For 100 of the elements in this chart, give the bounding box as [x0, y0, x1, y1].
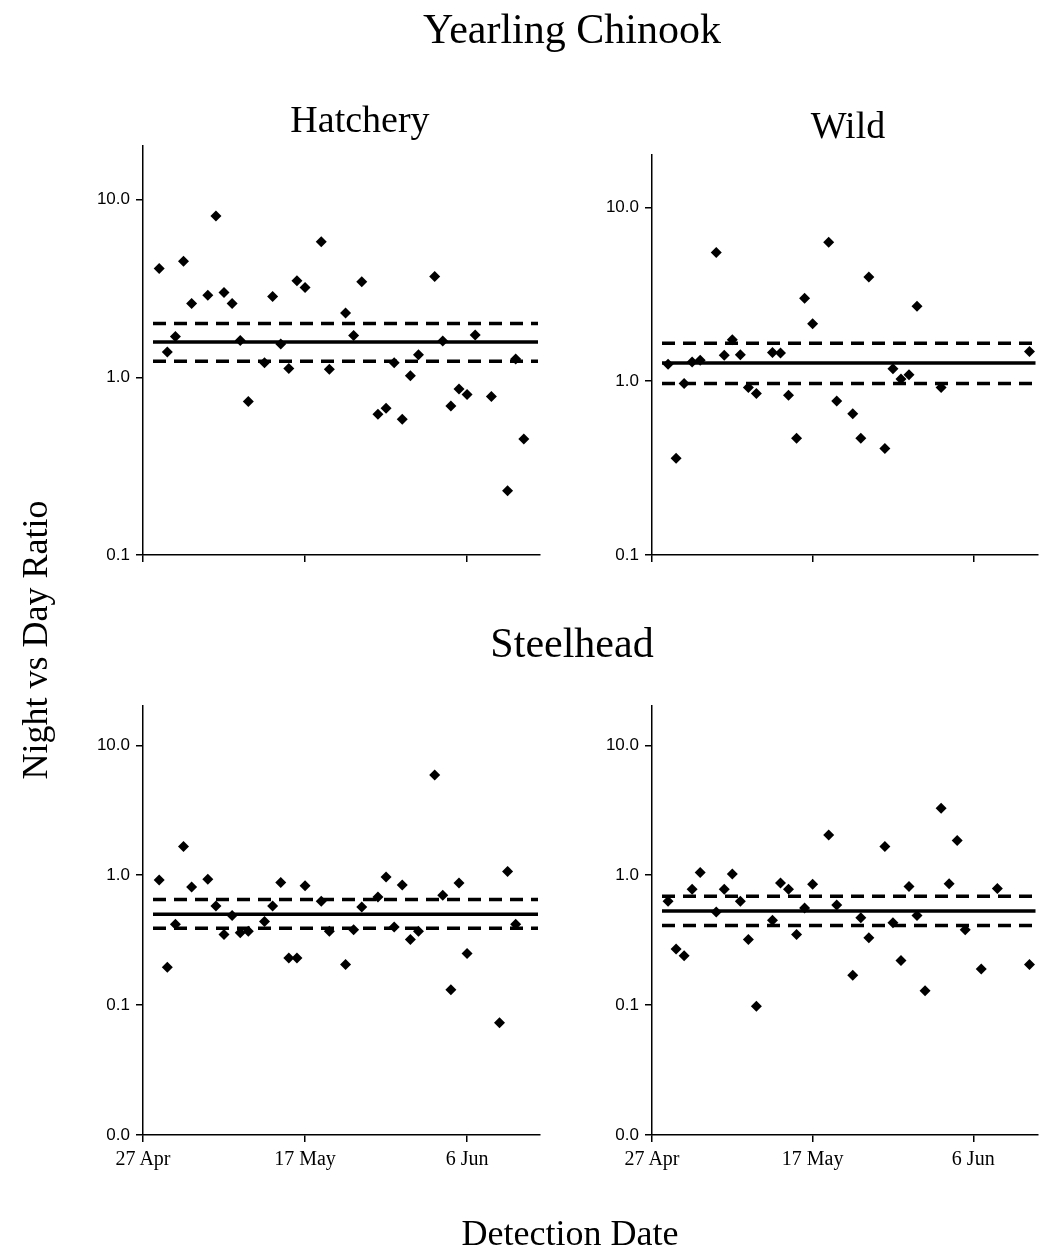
point — [186, 881, 198, 893]
point — [919, 985, 931, 997]
x-tick-label: 17 May — [781, 1147, 844, 1171]
point — [775, 877, 786, 889]
point — [831, 395, 843, 407]
point — [742, 933, 754, 945]
point — [831, 899, 843, 911]
point — [315, 236, 327, 248]
point — [202, 289, 214, 301]
y-tick-label: 10.0 — [96, 734, 130, 754]
point — [734, 895, 746, 907]
chart-title: Yearling Chinook — [423, 6, 721, 52]
x-tick-label: 27 Apr — [115, 1147, 171, 1171]
point — [518, 433, 530, 445]
point — [502, 865, 514, 877]
point — [502, 485, 514, 497]
point — [903, 369, 915, 381]
point — [935, 802, 947, 814]
y-tick-label: 0.0 — [615, 1124, 639, 1144]
point — [275, 876, 287, 888]
y-tick-label: 0.0 — [106, 1124, 130, 1144]
point — [903, 880, 915, 892]
point — [210, 900, 222, 912]
point — [291, 952, 303, 964]
y-tick-label: 0.1 — [615, 994, 639, 1014]
point — [750, 1000, 762, 1012]
y-tick-label: 0.1 — [106, 994, 130, 1014]
point — [823, 236, 835, 248]
point — [453, 383, 465, 395]
point — [1023, 346, 1035, 358]
point — [975, 963, 987, 975]
point — [485, 391, 497, 403]
point — [493, 1017, 505, 1029]
point — [855, 432, 867, 444]
point — [437, 889, 449, 901]
point — [178, 255, 190, 267]
y-tick-label: 1.0 — [615, 864, 639, 884]
point — [694, 866, 706, 878]
point — [380, 402, 392, 414]
point — [242, 396, 254, 408]
point — [807, 878, 819, 890]
point — [202, 873, 214, 885]
point — [186, 298, 198, 310]
point — [453, 877, 465, 889]
y-axis-title: Night vs Day Ratio — [15, 500, 55, 780]
point — [879, 442, 891, 454]
y-tick-label: 10.0 — [96, 189, 130, 209]
point — [726, 868, 738, 880]
point — [670, 943, 682, 955]
point — [855, 912, 867, 924]
point — [218, 287, 230, 299]
point — [153, 874, 165, 886]
point — [299, 880, 311, 892]
point — [461, 389, 473, 401]
point — [226, 298, 238, 310]
x-tick-label: 27 Apr — [624, 1147, 680, 1171]
point — [404, 370, 416, 382]
point — [710, 246, 722, 258]
point — [299, 282, 311, 294]
point — [807, 318, 819, 330]
y-tick-label: 1.0 — [615, 370, 639, 390]
y-tick-label: 10.0 — [605, 197, 639, 217]
point — [951, 835, 963, 846]
point — [791, 432, 803, 444]
point — [348, 330, 360, 341]
chart-subtitle: Wild — [810, 104, 886, 146]
point — [469, 329, 481, 341]
point — [783, 883, 795, 895]
y-tick-label: 1.0 — [106, 864, 130, 884]
point — [396, 413, 408, 425]
point — [718, 349, 730, 361]
y-tick-label: 10.0 — [605, 734, 639, 754]
point — [895, 955, 907, 967]
point — [267, 291, 279, 303]
point — [412, 925, 424, 937]
point — [445, 400, 457, 412]
point — [847, 969, 859, 981]
point — [750, 387, 762, 399]
point — [291, 275, 303, 287]
point — [210, 210, 222, 222]
point — [372, 408, 384, 420]
point — [429, 270, 441, 282]
point — [429, 769, 441, 781]
point — [943, 878, 955, 890]
point — [340, 307, 352, 319]
point — [340, 959, 352, 971]
point — [178, 841, 190, 853]
point — [791, 928, 803, 940]
y-tick-label: 0.1 — [106, 544, 130, 564]
point — [991, 883, 1003, 894]
point — [863, 271, 875, 283]
point — [396, 879, 408, 891]
point — [718, 883, 730, 895]
point — [1023, 959, 1035, 971]
x-tick-label: 6 Jun — [951, 1147, 995, 1170]
x-tick-label: 17 May — [274, 1147, 336, 1171]
point — [734, 349, 746, 361]
point — [686, 883, 698, 895]
x-tick-label: 6 Jun — [445, 1147, 489, 1170]
point — [169, 330, 181, 342]
